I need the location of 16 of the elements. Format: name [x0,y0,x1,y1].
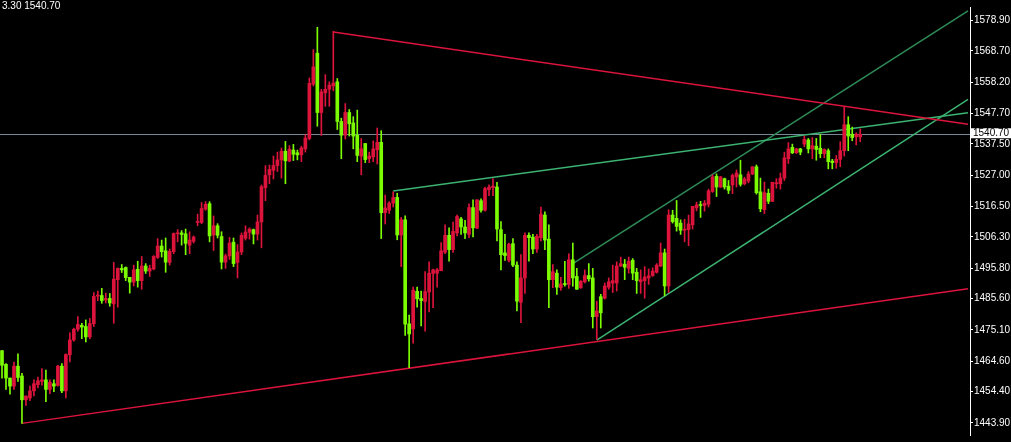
y-tick-label: 1547.70 [974,107,1011,119]
y-tick-label: 1443.90 [974,416,1011,428]
y-tick-label: 1527.00 [974,168,1011,180]
y-tick-label: 1516.50 [974,200,1011,212]
y-tick-label: 1464.60 [974,354,1011,366]
y-tick-label: 1454.40 [974,385,1011,397]
y-tick-label: 1485.60 [974,292,1011,304]
y-tick-label: 1495.80 [974,261,1011,273]
y-tick-label: 1558.20 [974,75,1011,87]
ref-line-label: 1540.70 [973,127,1010,139]
y-tick-label: 1537.50 [974,137,1011,149]
y-tick-label: 1475.10 [974,323,1011,335]
y-tick-label: 1506.30 [974,230,1011,242]
y-tick-label: 1578.90 [974,14,1011,26]
annotation: 3.30 1540.70 [2,0,61,11]
y-tick-label: 1568.70 [974,44,1011,56]
